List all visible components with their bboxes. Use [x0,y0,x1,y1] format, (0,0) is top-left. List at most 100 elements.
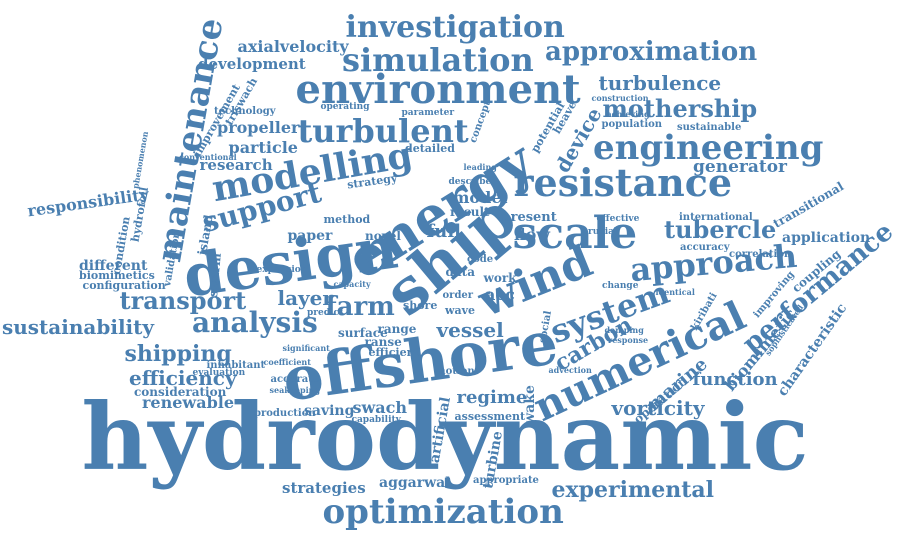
word-farm: farm [325,292,395,322]
word-scale: scale [512,208,638,259]
word-optimization: optimization [322,492,564,532]
word-assessment: assessment [454,409,526,423]
word-conventional: conventional [179,152,237,162]
word-range: range [377,322,417,336]
word-population: population [601,119,663,130]
word-mothership: mothership [602,94,758,123]
word-code: code [467,254,494,265]
word-resistance: resistance [513,160,733,205]
word-experimental: experimental [551,477,715,503]
word-responsibility: responsibility [26,184,150,221]
word-engineering: engineering [593,128,824,168]
word-acc: acc [485,285,515,304]
word-damping: damping [604,325,644,335]
word-particle: particle [228,138,298,157]
word-data: data [445,265,475,279]
word-significant: significant [282,343,330,353]
word-efficient: efficient [368,345,420,359]
word-correlation: correlation [729,249,792,260]
word-transport: transport [119,286,247,315]
word-work: work [483,271,517,285]
word-operating: operating [320,101,370,112]
word-motion: motion [435,366,475,377]
word-aggarwal: aggarwal [379,475,451,491]
word-renewable: renewable [142,393,235,412]
word-function: function [692,369,778,390]
word-order: order [442,290,474,301]
word-technology: technology [214,106,276,117]
word-detailed: detailed [405,141,455,155]
word-crucial: crucial [582,226,618,237]
word-swach: swach [352,398,408,417]
word-international: international [679,212,753,223]
word-ranse: ranse [364,335,402,349]
word-inhabitant: inhabitant [206,360,266,371]
word-regime: regime [456,387,528,408]
word-effective: effective [596,213,640,224]
word-consideration: consideration [134,385,227,399]
word-turbulent: turbulent [297,112,469,150]
word-sustainability: sustainability [2,315,154,339]
word-capacity: capacity [333,279,371,289]
word-vessel: vessel [436,318,504,342]
word-accurate: accurate [270,374,320,385]
word-axialvelocity: axialvelocity [237,37,349,56]
word-production: production [254,408,316,419]
word-turbulence: turbulence [598,71,722,95]
word-predict: predict [307,307,344,318]
word-investigation: investigation [345,10,565,45]
word-accuracy: accuracy [680,242,730,253]
word-propeller: propeller [217,118,300,137]
word-sustainable: sustainable [677,122,742,133]
word-swarm: swarm [206,252,224,298]
word-configuration: configuration [82,278,166,292]
word-expansion: expansion [256,264,308,275]
word-phenomenon: phenomenon [130,130,151,190]
word-development: development [198,54,306,73]
word-result: result [450,205,490,219]
word-coefficient: coefficient [263,357,311,367]
word-describe: describe [448,176,492,187]
word-approximation: approximation [545,37,758,67]
word-achieving: achieving [606,109,650,119]
word-capability: capability [351,414,401,425]
word-identical: identical [655,287,695,297]
word-novel: novel [365,229,401,243]
word-hydrodynamic: hydrodynamic [81,383,809,491]
word-different: different [79,258,148,274]
word-full: full [426,221,462,242]
word-shipping: shipping [124,341,232,367]
word-present: present [501,209,557,225]
word-efficiency: efficiency [129,366,237,390]
word-appropriate: appropriate [473,475,539,486]
word-method: method [323,212,371,226]
word-simulation: simulation [342,41,534,79]
word-evaluation: evaluation [192,367,246,378]
word-advection: advection [548,365,592,375]
word-transitional: transitional [770,179,846,231]
word-layer: layer [277,286,333,310]
word-shore: shore [403,298,438,312]
word-flow: flow [514,225,551,244]
word-paper: paper [287,228,333,244]
word-biomimetics: biomimetics [79,268,155,282]
word-strategies: strategies [282,478,366,497]
word-generator: generator [693,156,787,177]
word-leading: leading [463,162,497,172]
word-surface: surface [338,326,388,340]
word-vorticity: vorticity [611,396,705,420]
word-seakeeping: seakeeping [269,385,321,395]
word-construction: construction [591,93,649,103]
word-analysis: analysis [192,306,318,339]
word-environment: environment [295,66,581,113]
word-response: response [608,335,649,345]
word-model: model [452,188,508,207]
word-application: application [782,230,871,246]
word-tubercle: tubercle [664,215,777,244]
word-change: change [602,280,639,291]
word-research: research [199,155,273,174]
word-saving: saving [304,403,355,419]
word-wave: wave [445,303,475,317]
word-parameter: parameter [401,107,455,118]
